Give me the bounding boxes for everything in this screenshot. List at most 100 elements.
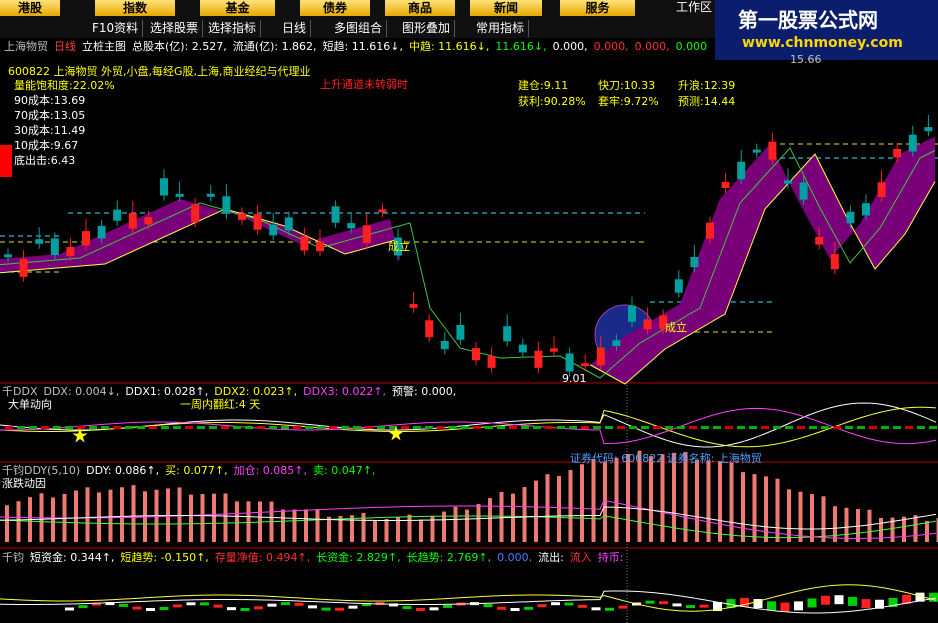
workspace[interactable]: 工作区	[676, 0, 713, 14]
fund-bar	[483, 604, 493, 608]
ddx-bar	[161, 426, 169, 429]
legend-text: 千钧DDY(5,10)	[2, 464, 81, 477]
candle-body	[19, 258, 28, 277]
cost-item: 90成本:13.69	[14, 94, 86, 107]
fund-bar	[335, 607, 344, 611]
ddy-bar	[281, 509, 285, 542]
candle-body	[191, 204, 200, 223]
ddx-bar	[581, 426, 589, 429]
candle-body	[596, 347, 605, 366]
menu-button[interactable]: 指数	[95, 0, 175, 16]
candle-body	[425, 320, 434, 338]
ddx-bar	[773, 426, 781, 429]
ddx-bar	[881, 426, 889, 429]
ddy-bar	[568, 469, 573, 542]
fund-bar	[402, 606, 412, 610]
candle-body	[378, 209, 387, 213]
high-label: 15.66	[790, 53, 822, 66]
ddx-bar	[269, 426, 277, 429]
toolbar-button[interactable]: 选择股票	[146, 20, 204, 37]
ddx-bar	[677, 426, 685, 429]
ddy-line	[0, 499, 937, 539]
ddx-bar	[401, 426, 409, 429]
candle-body	[97, 225, 106, 239]
menu-button[interactable]: 债券	[300, 0, 370, 16]
ddx-bar	[509, 426, 517, 429]
ddx-bar	[293, 426, 301, 429]
candle-body	[581, 363, 590, 367]
menu-button[interactable]: 新闻	[470, 0, 542, 16]
ddx-bar	[761, 426, 769, 429]
menu-button[interactable]: 基金	[200, 0, 275, 16]
legend-text: 0.000,	[552, 40, 588, 53]
ddx-legend: 千DDX DDX: 0.004↓, DDX1: 0.028↑, DDX2: 0.023…	[2, 384, 462, 399]
legend-text: 流通(亿): 1.862,	[232, 40, 317, 53]
menu-button[interactable]: 港股	[0, 0, 60, 16]
fund-bar	[807, 598, 817, 608]
fund-bar	[578, 604, 587, 608]
ddx-bar	[713, 426, 721, 429]
star	[72, 428, 88, 443]
ddy-bar	[844, 507, 849, 542]
ddx-bar	[629, 426, 637, 429]
ddy-bar	[821, 496, 826, 542]
ddy-bar	[545, 474, 550, 542]
ddy-bar	[177, 487, 182, 542]
toolbar-button[interactable]: 图形叠加	[398, 20, 456, 37]
toolbar-button[interactable]: 常用指标	[472, 20, 530, 37]
ddy-bar	[787, 489, 791, 542]
legend-text: 长趋势: 2.769↑,	[406, 551, 492, 564]
legend-text: 流入	[569, 551, 592, 564]
candle-body	[316, 241, 324, 252]
legend-text: 11.616↓,	[495, 40, 547, 53]
toolbar-button[interactable]: 选择指标	[204, 20, 262, 37]
ddy-bar	[890, 517, 895, 542]
legend-text: 卖: 0.047↑,	[313, 464, 376, 477]
candle-body	[472, 348, 480, 361]
menu-button[interactable]: 服务	[560, 0, 635, 16]
candle-body	[534, 350, 543, 368]
candle-body	[331, 206, 340, 223]
ddx-bar	[689, 426, 697, 429]
ddy-bar	[603, 462, 607, 542]
ddy-bar	[338, 516, 343, 542]
ddy-bar	[16, 501, 21, 542]
ddx-bar	[473, 426, 481, 429]
ddx-bar	[413, 426, 421, 429]
legend-text: DDX2: 0.023↑,	[214, 385, 298, 398]
fund-bar	[308, 605, 317, 609]
legend-text: 存量净值: 0.494↑,	[214, 551, 311, 564]
cost-item: 量能饱和度:22.02%	[14, 79, 115, 92]
fund-bar	[591, 607, 601, 611]
candle-body	[659, 315, 668, 330]
toolbar-button[interactable]: 多图组合	[330, 20, 388, 37]
candle-body	[347, 223, 356, 229]
candle-body	[503, 326, 512, 342]
fund-bar	[564, 602, 574, 606]
ddy-bar	[695, 459, 699, 542]
ddy-bar	[810, 494, 814, 542]
legend-text: 0.000,	[634, 40, 670, 53]
fund-bar	[227, 607, 236, 611]
candle-body	[893, 148, 902, 158]
ddy-bar	[315, 509, 320, 542]
ddx-bar	[821, 426, 829, 429]
legend-text: 0.000,	[497, 551, 533, 564]
candle-body	[768, 141, 777, 160]
ddx-bar	[233, 426, 241, 429]
ddy-bar	[327, 516, 331, 542]
ddy-bar	[419, 519, 423, 542]
menu-button[interactable]: 商品	[385, 0, 455, 16]
toolbar-button[interactable]: F10资料	[88, 20, 144, 37]
candle-body	[862, 203, 870, 216]
ddy-bar	[200, 494, 205, 542]
candle-body	[175, 193, 184, 197]
toolbar-button[interactable]: 日线	[278, 20, 312, 37]
legend-text: DDX1: 0.028↑,	[125, 385, 209, 398]
side-marker	[0, 145, 12, 177]
ddx-line	[0, 402, 937, 448]
ddy-bar	[902, 516, 906, 542]
fund-bar	[740, 597, 749, 607]
ddx-bar	[425, 426, 433, 429]
